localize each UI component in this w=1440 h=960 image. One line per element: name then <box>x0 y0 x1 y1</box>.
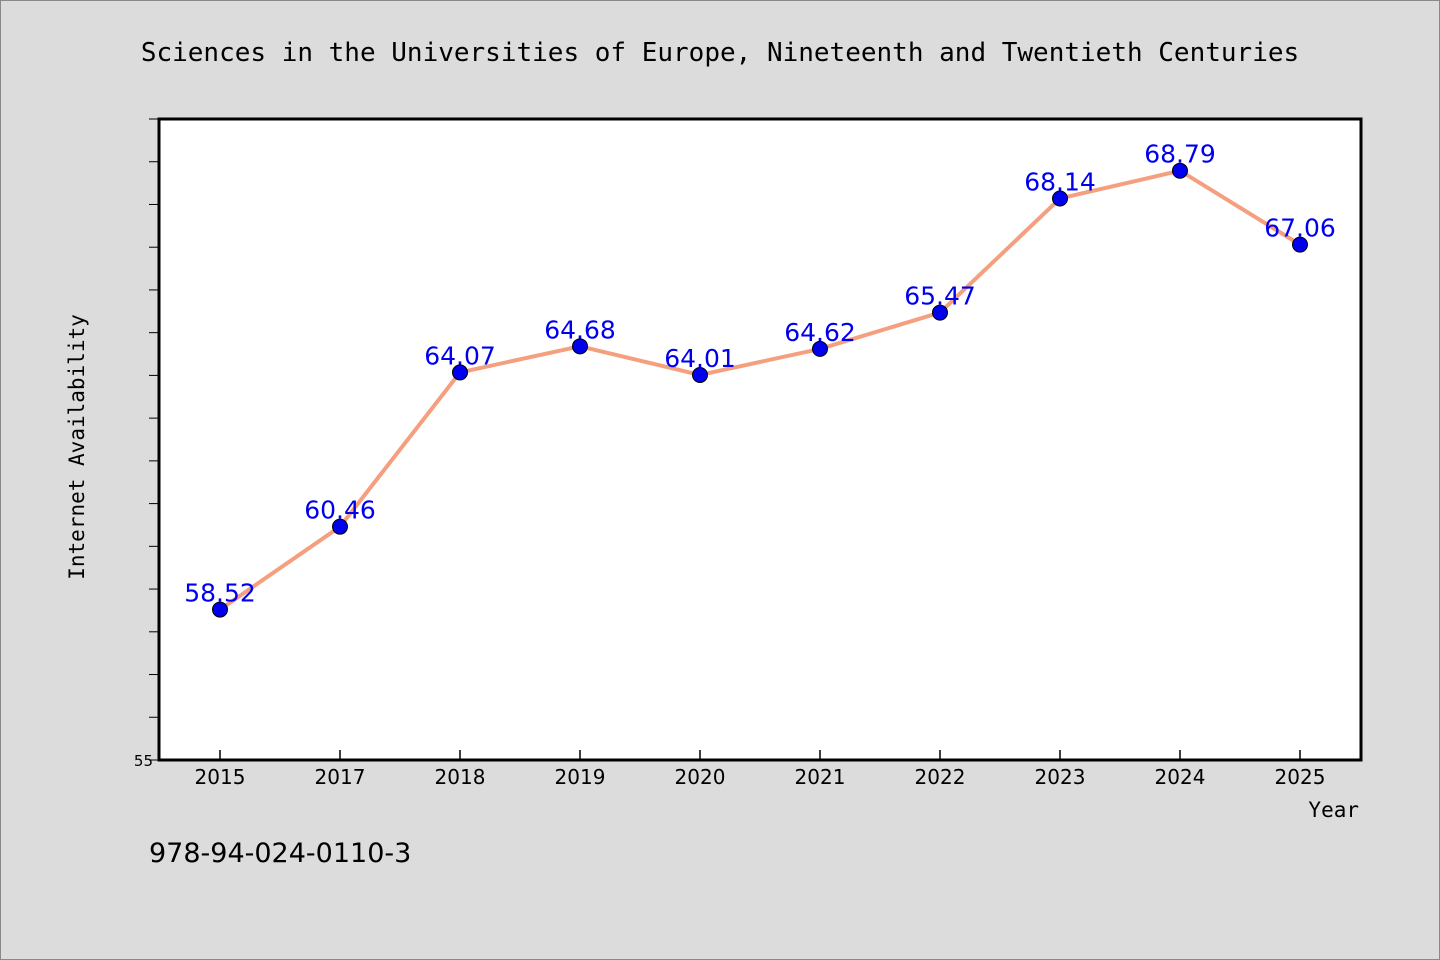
data-label: 58.52 <box>184 579 256 608</box>
x-axis-label: Year <box>1308 798 1359 822</box>
y-axis-label: Internet Availability <box>65 314 89 580</box>
x-tick-label: 2021 <box>795 765 846 789</box>
data-label: 60.46 <box>304 496 376 525</box>
data-point <box>932 304 948 321</box>
x-tick-label: 2019 <box>555 765 606 789</box>
data-point <box>332 518 348 535</box>
x-tick-label: 2017 <box>315 765 366 789</box>
y-axis: 55 <box>134 118 159 770</box>
x-tick-label: 2025 <box>1275 765 1326 789</box>
data-label: 68.14 <box>1024 167 1096 196</box>
plot-area <box>157 117 1363 762</box>
data-point <box>212 601 228 618</box>
data-label: 65.47 <box>904 282 976 311</box>
data-label: 64.01 <box>664 344 736 373</box>
data-label: 64.62 <box>784 318 856 347</box>
data-label: 64.68 <box>544 315 616 344</box>
isbn-footnote: 978-94-024-0110-3 <box>149 838 411 869</box>
data-point <box>812 340 828 357</box>
x-tick-label: 2020 <box>675 765 726 789</box>
data-label: 64.07 <box>424 341 496 370</box>
data-point <box>1172 162 1188 179</box>
data-point <box>692 366 708 383</box>
x-tick-label: 2015 <box>195 765 246 789</box>
data-labels: 58.52 60.46 64.07 64.68 64.01 64.62 65.47 68.14… <box>184 140 1336 608</box>
data-point <box>1292 236 1308 253</box>
data-point <box>1052 190 1068 207</box>
data-label: 68.79 <box>1144 140 1216 169</box>
data-label: 67.06 <box>1264 214 1336 243</box>
x-tick-label: 2023 <box>1035 765 1086 789</box>
data-point <box>452 364 468 381</box>
y-tick-label: 55 <box>134 752 153 770</box>
data-markers <box>212 162 1308 618</box>
x-tick-label: 2024 <box>1155 765 1206 789</box>
data-point <box>572 338 588 355</box>
chart-title: Sciences in the Universities of Europe, … <box>141 38 1299 68</box>
series-line <box>218 168 1302 612</box>
x-tick-label: 2018 <box>435 765 486 789</box>
x-tick-label: 2022 <box>915 765 966 789</box>
x-axis: 2015 2017 2018 2019 2020 2021 2022 2023 2024 2025 <box>195 750 1326 789</box>
